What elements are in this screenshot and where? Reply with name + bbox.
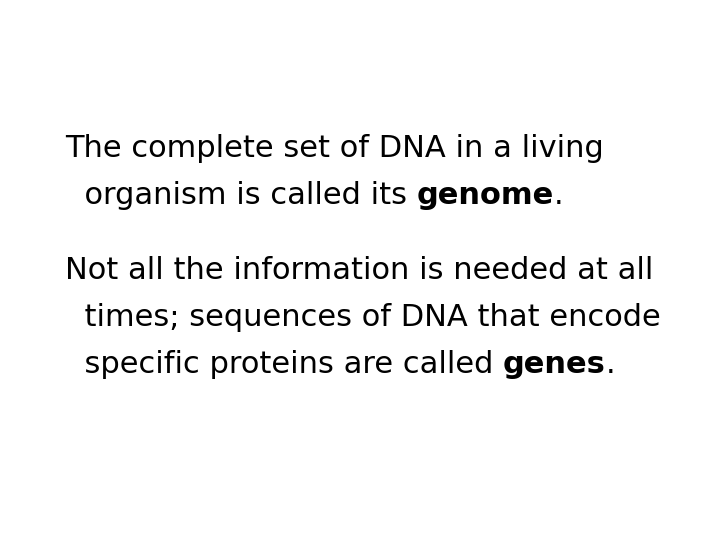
Text: times; sequences of DNA that encode: times; sequences of DNA that encode — [65, 303, 660, 332]
Text: specific proteins are called: specific proteins are called — [65, 350, 503, 379]
Text: genes: genes — [503, 350, 606, 379]
Text: The complete set of DNA in a living: The complete set of DNA in a living — [65, 133, 603, 163]
Text: 4.1 What Are the Chemical Structures and Functions of Nucleic
Acids?: 4.1 What Are the Chemical Structures and… — [16, 21, 720, 64]
Text: .: . — [554, 181, 564, 210]
Text: organism is called its: organism is called its — [65, 181, 417, 210]
Text: genome: genome — [417, 181, 554, 210]
Text: .: . — [606, 350, 616, 379]
Text: Not all the information is needed at all: Not all the information is needed at all — [65, 256, 653, 285]
